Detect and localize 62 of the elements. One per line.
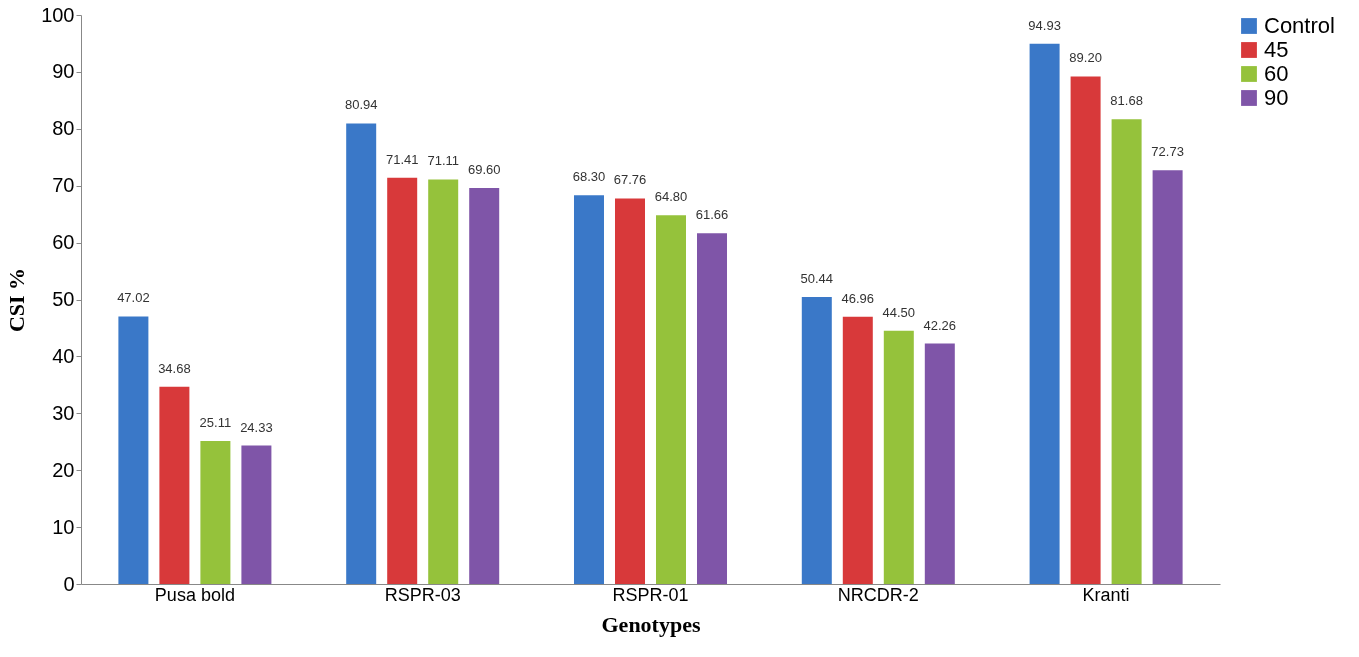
data-label: 50.44	[800, 271, 834, 286]
data-label: 24.33	[240, 419, 273, 435]
data-label: 94.93	[1028, 17, 1061, 33]
bar	[428, 179, 459, 584]
bar	[924, 343, 955, 584]
legend-label: Control	[1264, 13, 1335, 38]
bar	[1070, 76, 1101, 584]
y-tick-label: 20	[52, 458, 75, 481]
bar	[615, 198, 645, 584]
bar	[1152, 170, 1183, 584]
bar	[697, 233, 728, 584]
legend-label: 60	[1264, 61, 1289, 86]
y-tick-label: 100	[41, 3, 75, 26]
y-tick-label: 60	[52, 231, 75, 254]
data-label: 46.96	[841, 290, 875, 306]
bar	[573, 195, 604, 584]
y-tick-label: 40	[52, 344, 75, 367]
y-tick-label: 0	[63, 572, 75, 595]
data-label: 25.11	[199, 415, 232, 431]
bar	[656, 215, 686, 584]
bar	[883, 330, 914, 584]
data-label: 67.76	[613, 172, 647, 188]
y-tick-label: 80	[52, 117, 75, 140]
data-label: 34.68	[158, 360, 191, 376]
data-label: 72.73	[1151, 144, 1184, 160]
bar	[842, 316, 873, 584]
y-tick-label: 70	[52, 174, 75, 197]
bar	[200, 441, 231, 584]
data-label: 64.80	[654, 189, 688, 205]
bar	[1111, 119, 1142, 584]
x-axis-title: Genotypes	[601, 611, 701, 637]
bar	[159, 386, 190, 584]
bar	[1029, 43, 1060, 584]
bar	[469, 187, 500, 584]
bar	[241, 445, 272, 584]
data-label: 80.94	[344, 97, 378, 113]
data-label: 47.02	[117, 290, 150, 306]
y-tick-label: 90	[52, 60, 75, 83]
y-axis-title: CSI %	[4, 267, 30, 333]
x-tick-label: RSPR-01	[612, 584, 689, 605]
y-tick-label: 50	[52, 288, 75, 310]
bar	[346, 123, 377, 584]
data-label: 81.68	[1110, 93, 1143, 109]
x-tick-label: Kranti	[1082, 584, 1130, 605]
x-tick-label: Pusa bold	[154, 584, 235, 605]
legend-label: 45	[1264, 37, 1289, 62]
legend-label: 90	[1264, 85, 1289, 110]
y-tick-label: 30	[52, 401, 75, 424]
data-label: 71.11	[427, 153, 459, 169]
x-tick-label: RSPR-03	[384, 584, 461, 605]
x-tick-label: NRCDR-2	[837, 584, 919, 605]
data-label: 44.50	[882, 304, 916, 320]
y-tick-label: 10	[52, 515, 75, 538]
data-label: 68.30	[572, 169, 606, 185]
data-label: 89.20	[1069, 50, 1102, 66]
data-label: 42.26	[923, 317, 957, 333]
bar	[118, 316, 149, 584]
data-label: 71.41	[385, 151, 419, 167]
data-label: 61.66	[695, 207, 729, 223]
bar	[801, 297, 832, 584]
data-label: 69.60	[467, 161, 501, 177]
bar	[387, 177, 418, 584]
